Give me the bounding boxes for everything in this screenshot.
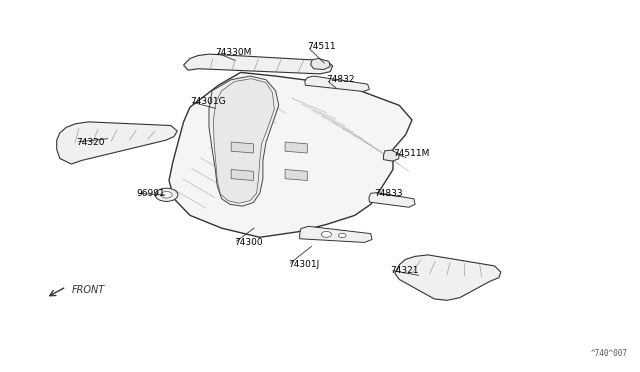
Text: 74330M: 74330M bbox=[215, 48, 252, 57]
Polygon shape bbox=[285, 170, 307, 180]
Polygon shape bbox=[300, 226, 372, 243]
Text: 74320: 74320 bbox=[76, 138, 104, 147]
Polygon shape bbox=[369, 193, 415, 207]
Polygon shape bbox=[209, 76, 279, 206]
Text: ^740^007: ^740^007 bbox=[591, 349, 628, 358]
Text: 74300: 74300 bbox=[234, 238, 263, 247]
Circle shape bbox=[161, 192, 172, 198]
Text: 74833: 74833 bbox=[374, 189, 403, 198]
Polygon shape bbox=[310, 58, 330, 70]
Polygon shape bbox=[395, 255, 501, 300]
Polygon shape bbox=[184, 54, 333, 74]
Text: 74301G: 74301G bbox=[190, 97, 225, 106]
Text: 74321: 74321 bbox=[390, 266, 419, 275]
Polygon shape bbox=[285, 142, 307, 153]
Text: 74832: 74832 bbox=[326, 75, 355, 84]
Circle shape bbox=[339, 233, 346, 238]
Polygon shape bbox=[383, 150, 399, 161]
Polygon shape bbox=[231, 170, 253, 180]
Text: 74301J: 74301J bbox=[288, 260, 319, 269]
Polygon shape bbox=[169, 73, 412, 237]
Circle shape bbox=[321, 231, 332, 237]
Text: 96991: 96991 bbox=[136, 189, 164, 198]
Text: FRONT: FRONT bbox=[71, 285, 104, 295]
Polygon shape bbox=[305, 76, 369, 92]
Circle shape bbox=[155, 188, 178, 201]
Polygon shape bbox=[213, 78, 275, 203]
Polygon shape bbox=[231, 142, 253, 153]
Polygon shape bbox=[57, 122, 177, 164]
Text: 74511M: 74511M bbox=[393, 148, 429, 157]
Text: 74511: 74511 bbox=[307, 42, 336, 51]
